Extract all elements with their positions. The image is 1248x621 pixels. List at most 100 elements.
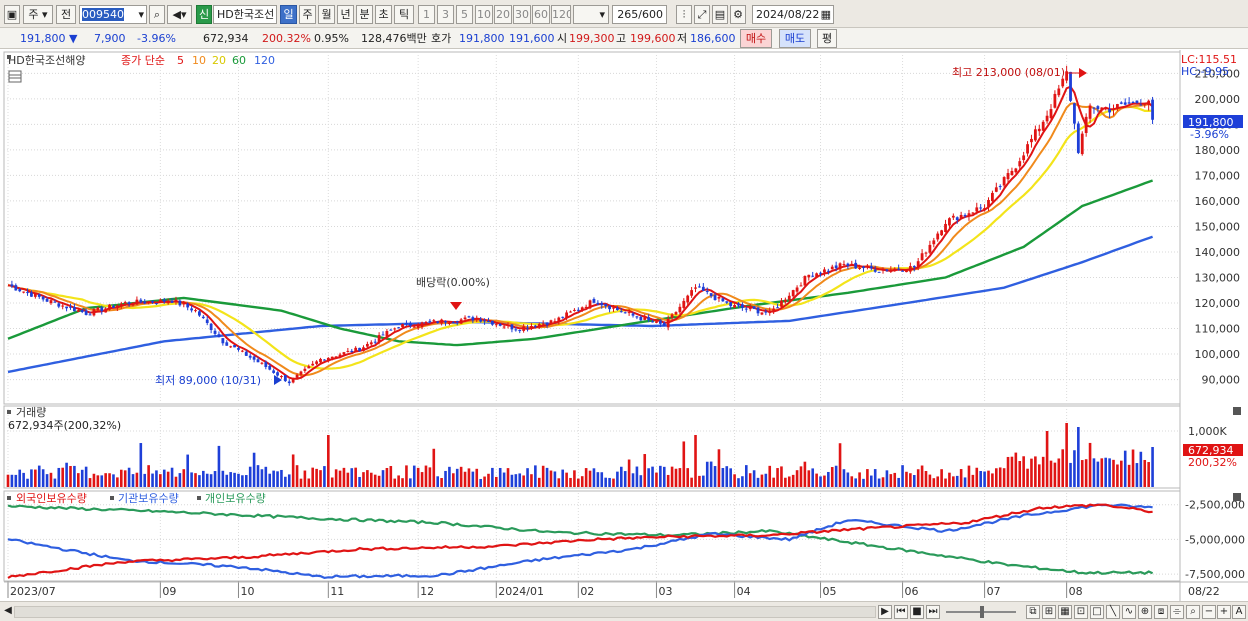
minute-option-10[interactable]: 10: [475, 5, 493, 24]
ma-legend-prefix: 종가 단순: [121, 54, 165, 67]
candle-body: [268, 365, 272, 370]
layout-icon[interactable]: ⧉: [1026, 605, 1040, 619]
volume-bar: [1116, 464, 1119, 487]
minute-option-3[interactable]: 3: [437, 5, 454, 24]
trendline-icon[interactable]: ⤢: [694, 5, 710, 24]
chart-window-icon[interactable]: ▣: [4, 5, 20, 24]
next-page-icon[interactable]: ⏭: [926, 605, 940, 619]
volume-bar: [694, 435, 697, 487]
grid-icon[interactable]: ▦: [1058, 605, 1072, 619]
candle-body: [1030, 138, 1033, 143]
sell-button[interactable]: 매도: [779, 29, 811, 48]
type-select[interactable]: 주 ▾: [23, 5, 53, 24]
candle-body: [733, 304, 736, 308]
calendar-icon[interactable]: ▦: [820, 8, 831, 21]
save-icon[interactable]: ▤: [712, 5, 728, 24]
candle-type-icon[interactable]: ⫶: [676, 5, 692, 24]
candle-body: [174, 299, 178, 302]
search-chart-icon[interactable]: ⌕: [1186, 605, 1200, 619]
candle-body: [889, 269, 893, 272]
volume-bar: [584, 468, 588, 487]
candle-body: [315, 361, 319, 364]
chart-svg[interactable]: 90,000 100,000 110,000 120,000 130,000 140,00…: [0, 50, 1248, 602]
edit-icon[interactable]: ⌯: [1170, 605, 1184, 619]
trend-icon[interactable]: ∿: [1122, 605, 1136, 619]
candle-body: [84, 310, 88, 315]
candle-body: [721, 298, 725, 302]
low-label: 저: [677, 32, 688, 45]
candle-body: [291, 378, 295, 383]
settings-gear-icon[interactable]: ⚙: [730, 5, 746, 24]
font-size-icon[interactable]: A: [1232, 605, 1246, 619]
holdings-panel-close-icon[interactable]: [1233, 493, 1241, 501]
draw-line-icon[interactable]: ╲: [1106, 605, 1120, 619]
volume-bar: [635, 466, 639, 487]
volume-bar: [1135, 463, 1139, 487]
date-input[interactable]: 2024/08/22 ▦: [752, 5, 834, 24]
sound-icon[interactable]: ◀▾: [167, 5, 192, 24]
search-icon[interactable]: ⌕: [149, 5, 165, 24]
buy-button[interactable]: 매수: [740, 29, 772, 48]
candle-body: [729, 302, 733, 307]
minute-option-20[interactable]: 20: [494, 5, 512, 24]
count-field[interactable]: 265/600: [612, 5, 667, 24]
square-icon[interactable]: □: [1090, 605, 1104, 619]
volume-bar: [330, 477, 334, 487]
volume-ratio: 200.32%: [262, 32, 311, 45]
candle-body: [643, 317, 647, 320]
candle-body: [850, 263, 854, 266]
volume-bar: [862, 478, 865, 487]
tab-minute[interactable]: 분: [356, 5, 373, 24]
volume-bar: [147, 465, 150, 487]
candle-body: [651, 321, 654, 323]
minute-custom-select[interactable]: ▾: [573, 5, 609, 24]
first-page-icon[interactable]: ⏮: [894, 605, 908, 619]
zoom-slider-handle[interactable]: [980, 606, 984, 618]
tab-day[interactable]: 일: [280, 5, 297, 24]
tab-second[interactable]: 초: [375, 5, 392, 24]
stock-code-input[interactable]: 009540 ▾: [79, 5, 147, 24]
indicator-icon[interactable]: ⊡: [1074, 605, 1088, 619]
tab-tick[interactable]: 틱: [394, 5, 414, 24]
volume-bar: [393, 478, 397, 487]
scroll-left-icon[interactable]: ◀: [4, 605, 12, 616]
holdings-layer: [7, 503, 1154, 580]
tab-month[interactable]: 월: [318, 5, 335, 24]
candle-body: [725, 301, 729, 303]
tab-week[interactable]: 주: [299, 5, 316, 24]
candle-body: [639, 317, 643, 321]
horizontal-scrollbar[interactable]: [14, 606, 876, 618]
candle-body: [221, 338, 225, 344]
scroll-right-icon[interactable]: ▶: [878, 605, 892, 619]
minute-option-5[interactable]: 5: [456, 5, 473, 24]
minute-option-60[interactable]: 60: [532, 5, 550, 24]
table-toggle-icon[interactable]: [8, 70, 22, 83]
minute-option-1[interactable]: 1: [418, 5, 435, 24]
lock-icon[interactable]: ⊕: [1138, 605, 1152, 619]
volume-panel-close-icon[interactable]: [1233, 407, 1241, 415]
candle-body: [823, 269, 826, 273]
zoom-in-icon[interactable]: +: [1217, 605, 1231, 619]
minute-option-120[interactable]: 120: [551, 5, 571, 24]
volume-bar: [119, 469, 123, 487]
candle-body: [115, 305, 119, 309]
volume-bar: [690, 477, 693, 487]
price-tick-label: 180,000: [1195, 144, 1241, 157]
eval-button[interactable]: 평: [817, 29, 837, 48]
volume-bar: [682, 441, 686, 487]
x-axis-label: 12: [420, 585, 434, 598]
minute-option-30[interactable]: 30: [513, 5, 531, 24]
shape-icon[interactable]: ⧈: [1154, 605, 1168, 619]
prev-button[interactable]: 전: [56, 5, 76, 24]
volume-bar: [73, 465, 76, 487]
volume-bar: [241, 475, 244, 487]
tab-year[interactable]: 년: [337, 5, 354, 24]
candle-body: [916, 261, 920, 268]
stop-icon[interactable]: ■: [910, 605, 924, 619]
candle-body: [705, 291, 709, 293]
price-panel-marker: [7, 55, 11, 59]
zoom-out-icon[interactable]: −: [1202, 605, 1216, 619]
volume-bar: [854, 478, 857, 487]
candle-body: [69, 306, 72, 308]
split-icon[interactable]: ⊞: [1042, 605, 1056, 619]
